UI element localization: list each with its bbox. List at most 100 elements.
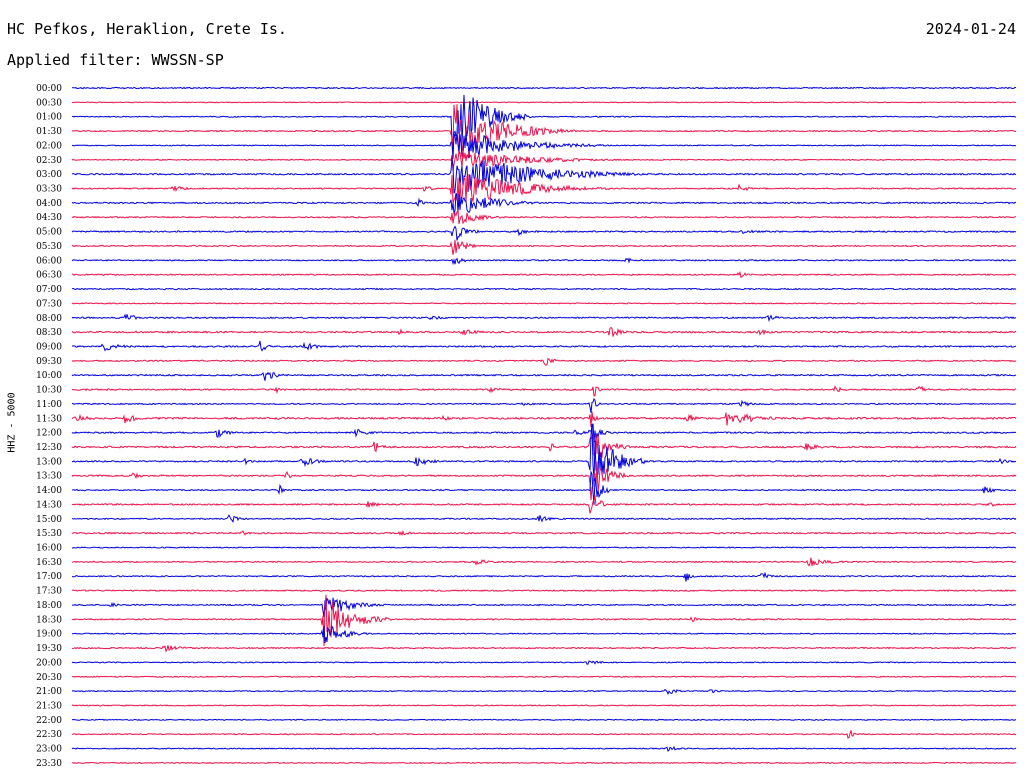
trace-row-0130: [71, 104, 1017, 154]
row-label-0530: 05:30: [36, 242, 62, 252]
trace-row-0900: [71, 340, 1017, 352]
row-label-0030: 00:30: [36, 98, 62, 108]
row-label-0330: 03:30: [36, 185, 62, 195]
trace-row-2330: [71, 761, 1017, 765]
trace-row-1430: [71, 495, 1017, 514]
row-label-2030: 20:30: [36, 673, 62, 683]
row-label-1630: 16:30: [36, 558, 62, 568]
row-label-1500: 15:00: [36, 515, 62, 525]
row-label-1300: 13:00: [36, 457, 62, 467]
row-label-0700: 07:00: [36, 285, 62, 295]
trace-row-1100: [72, 397, 1017, 413]
trace-row-1600: [72, 546, 1017, 549]
trace-row-0700: [71, 287, 1017, 291]
row-label-0000: 00:00: [36, 84, 62, 94]
row-label-2130: 21:30: [36, 701, 62, 711]
trace-row-0430: [71, 209, 1017, 225]
row-label-2300: 23:00: [36, 745, 62, 755]
trace-row-1630: [71, 557, 1017, 567]
row-label-0800: 08:00: [36, 314, 62, 324]
row-label-1930: 19:30: [36, 644, 62, 654]
row-label-1330: 13:30: [36, 472, 62, 482]
trace-row-0000: [71, 86, 1017, 90]
trace-row-1530: [71, 530, 1017, 537]
trace-row-1030: [72, 385, 1017, 397]
trace-row-0530: [71, 239, 1016, 255]
trace-row-1200: [71, 423, 1017, 443]
trace-row-1900: [71, 625, 1017, 644]
row-label-0100: 01:00: [36, 113, 62, 123]
row-label-1000: 10:00: [36, 371, 62, 381]
trace-row-1500: [71, 514, 1017, 523]
row-label-1600: 16:00: [36, 544, 62, 554]
row-label-0600: 06:00: [36, 256, 62, 266]
row-label-0500: 05:00: [36, 228, 62, 238]
trace-row-1700: [71, 571, 1017, 582]
trace-row-1230: [71, 433, 1017, 458]
station-title: HC Pefkos, Heraklion, Crete Is.: [7, 20, 287, 38]
row-label-1230: 12:30: [36, 443, 62, 453]
row-label-1430: 14:30: [36, 500, 62, 510]
row-label-2000: 20:00: [36, 658, 62, 668]
trace-row-0400: [71, 192, 1016, 216]
trace-row-1930: [71, 645, 1017, 653]
trace-row-2030: [71, 675, 1017, 678]
row-label-0400: 04:00: [36, 199, 62, 209]
time-labels: 00:00 00:30 01:00 01:30 02:00 02:30 03:00 03:30…: [36, 84, 62, 769]
trace-row-0830: [71, 326, 1017, 337]
trace-row-1000: [71, 371, 1017, 381]
trace-row-0730: [71, 302, 1017, 305]
row-label-0830: 08:30: [36, 328, 62, 338]
filter-label: Applied filter: WWSSN-SP: [7, 51, 224, 69]
row-label-0300: 03:00: [36, 170, 62, 180]
trace-row-1730: [71, 589, 1017, 592]
trace-row-0100: [72, 94, 1016, 155]
trace-row-1330: [71, 461, 1017, 501]
row-label-0430: 04:30: [36, 213, 62, 223]
trace-row-2200: [71, 718, 1017, 721]
row-label-1100: 11:00: [36, 400, 62, 410]
row-label-1130: 11:30: [36, 414, 62, 424]
trace-row-1400: [71, 470, 1017, 505]
trace-row-2130: [71, 704, 1016, 707]
row-label-2200: 22:00: [36, 716, 62, 726]
seismic-traces: [71, 86, 1017, 765]
trace-row-0200: [71, 130, 1017, 159]
row-label-2330: 23:30: [36, 759, 62, 769]
trace-row-1300: [71, 424, 1017, 482]
row-label-1200: 12:00: [36, 429, 62, 439]
row-label-2100: 21:00: [36, 687, 62, 697]
trace-row-2000: [71, 660, 1017, 665]
trace-row-0800: [71, 313, 1017, 323]
trace-row-2100: [71, 688, 1017, 696]
row-label-2230: 22:30: [36, 730, 62, 740]
trace-row-2300: [71, 745, 1017, 752]
trace-row-0630: [71, 270, 1017, 279]
trace-row-1800: [71, 597, 1017, 617]
row-label-0900: 09:00: [36, 342, 62, 352]
row-label-1800: 18:00: [36, 601, 62, 611]
trace-row-0030: [71, 101, 1016, 104]
row-label-1900: 19:00: [36, 630, 62, 640]
trace-row-0500: [71, 225, 1017, 241]
trace-row-0600: [71, 257, 1017, 266]
row-label-1700: 17:00: [36, 572, 62, 582]
trace-row-1130: [71, 411, 1017, 428]
row-label-1730: 17:30: [36, 587, 62, 597]
row-label-0930: 09:30: [36, 357, 62, 367]
row-label-1830: 18:30: [36, 615, 62, 625]
record-date: 2024-01-24: [925, 20, 1016, 38]
trace-row-0330: [71, 173, 1017, 207]
row-label-1030: 10:30: [36, 386, 62, 396]
row-label-1530: 15:30: [36, 529, 62, 539]
row-label-1400: 14:00: [36, 486, 62, 496]
row-label-0130: 01:30: [36, 127, 62, 137]
trace-row-0300: [71, 158, 1017, 194]
row-label-0200: 02:00: [36, 141, 62, 151]
row-label-0630: 06:30: [36, 271, 62, 281]
trace-row-1830: [71, 594, 1017, 647]
row-label-0230: 02:30: [36, 156, 62, 166]
trace-row-0230: [71, 150, 1017, 171]
row-label-0730: 07:30: [36, 299, 62, 309]
